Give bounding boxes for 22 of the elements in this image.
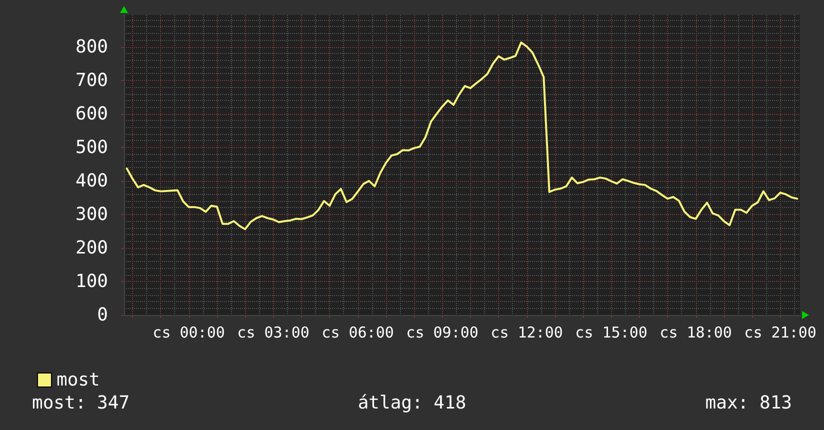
x-tick-label: cs 06:00 [322,324,394,342]
legend-label: most [56,370,100,390]
y-tick-label: 100 [75,270,108,292]
y-tick-label: 0 [97,304,108,326]
y-tick-label: 300 [75,204,108,225]
y-tick-label: 600 [75,103,108,124]
y-tick-label: 200 [75,237,108,258]
y-tick-label: 800 [75,36,108,58]
x-tick-label: cs 12:00 [490,324,563,342]
y-tick-label: 700 [75,70,108,91]
y-tick-label: 400 [75,170,108,192]
text: átlag: 418 [358,392,466,414]
x-tick-label: cs 09:00 [406,324,478,342]
x-tick-label: cs 00:00 [152,324,225,342]
line-series [126,41,798,230]
text: max: 813 [705,392,792,414]
y-tick-label: 500 [75,136,108,158]
x-tick-label: cs 21:00 [744,324,816,342]
x-tick-label: cs 18:00 [660,324,732,342]
x-tick-label: cs 15:00 [575,324,648,342]
text: most: 347 [32,392,130,414]
x-tick-label: cs 03:00 [237,324,310,342]
